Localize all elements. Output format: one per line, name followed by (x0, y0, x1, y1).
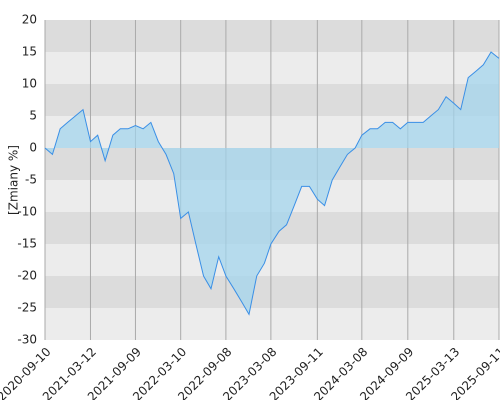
band (45, 244, 499, 276)
y-tick-label: -15 (17, 237, 37, 251)
y-tick-label: -5 (25, 173, 37, 187)
y-tick-label: -20 (17, 269, 37, 283)
y-tick-label: 5 (29, 109, 37, 123)
y-tick-label: 0 (29, 141, 37, 155)
line (44, 51, 500, 316)
y-tick-label: -10 (17, 205, 37, 219)
y-axis-label: [Zmiany %] (7, 145, 21, 215)
band (45, 308, 499, 340)
band (45, 84, 499, 116)
band (45, 52, 499, 84)
band (45, 276, 499, 308)
band (45, 20, 499, 52)
area-fill (45, 52, 499, 315)
y-tick-label: 10 (22, 77, 37, 91)
y-tick-label: 20 (22, 13, 37, 27)
y-tick-label: -30 (17, 333, 37, 347)
y-tick-label: 15 (22, 45, 37, 59)
y-tick-label: -25 (17, 301, 37, 315)
